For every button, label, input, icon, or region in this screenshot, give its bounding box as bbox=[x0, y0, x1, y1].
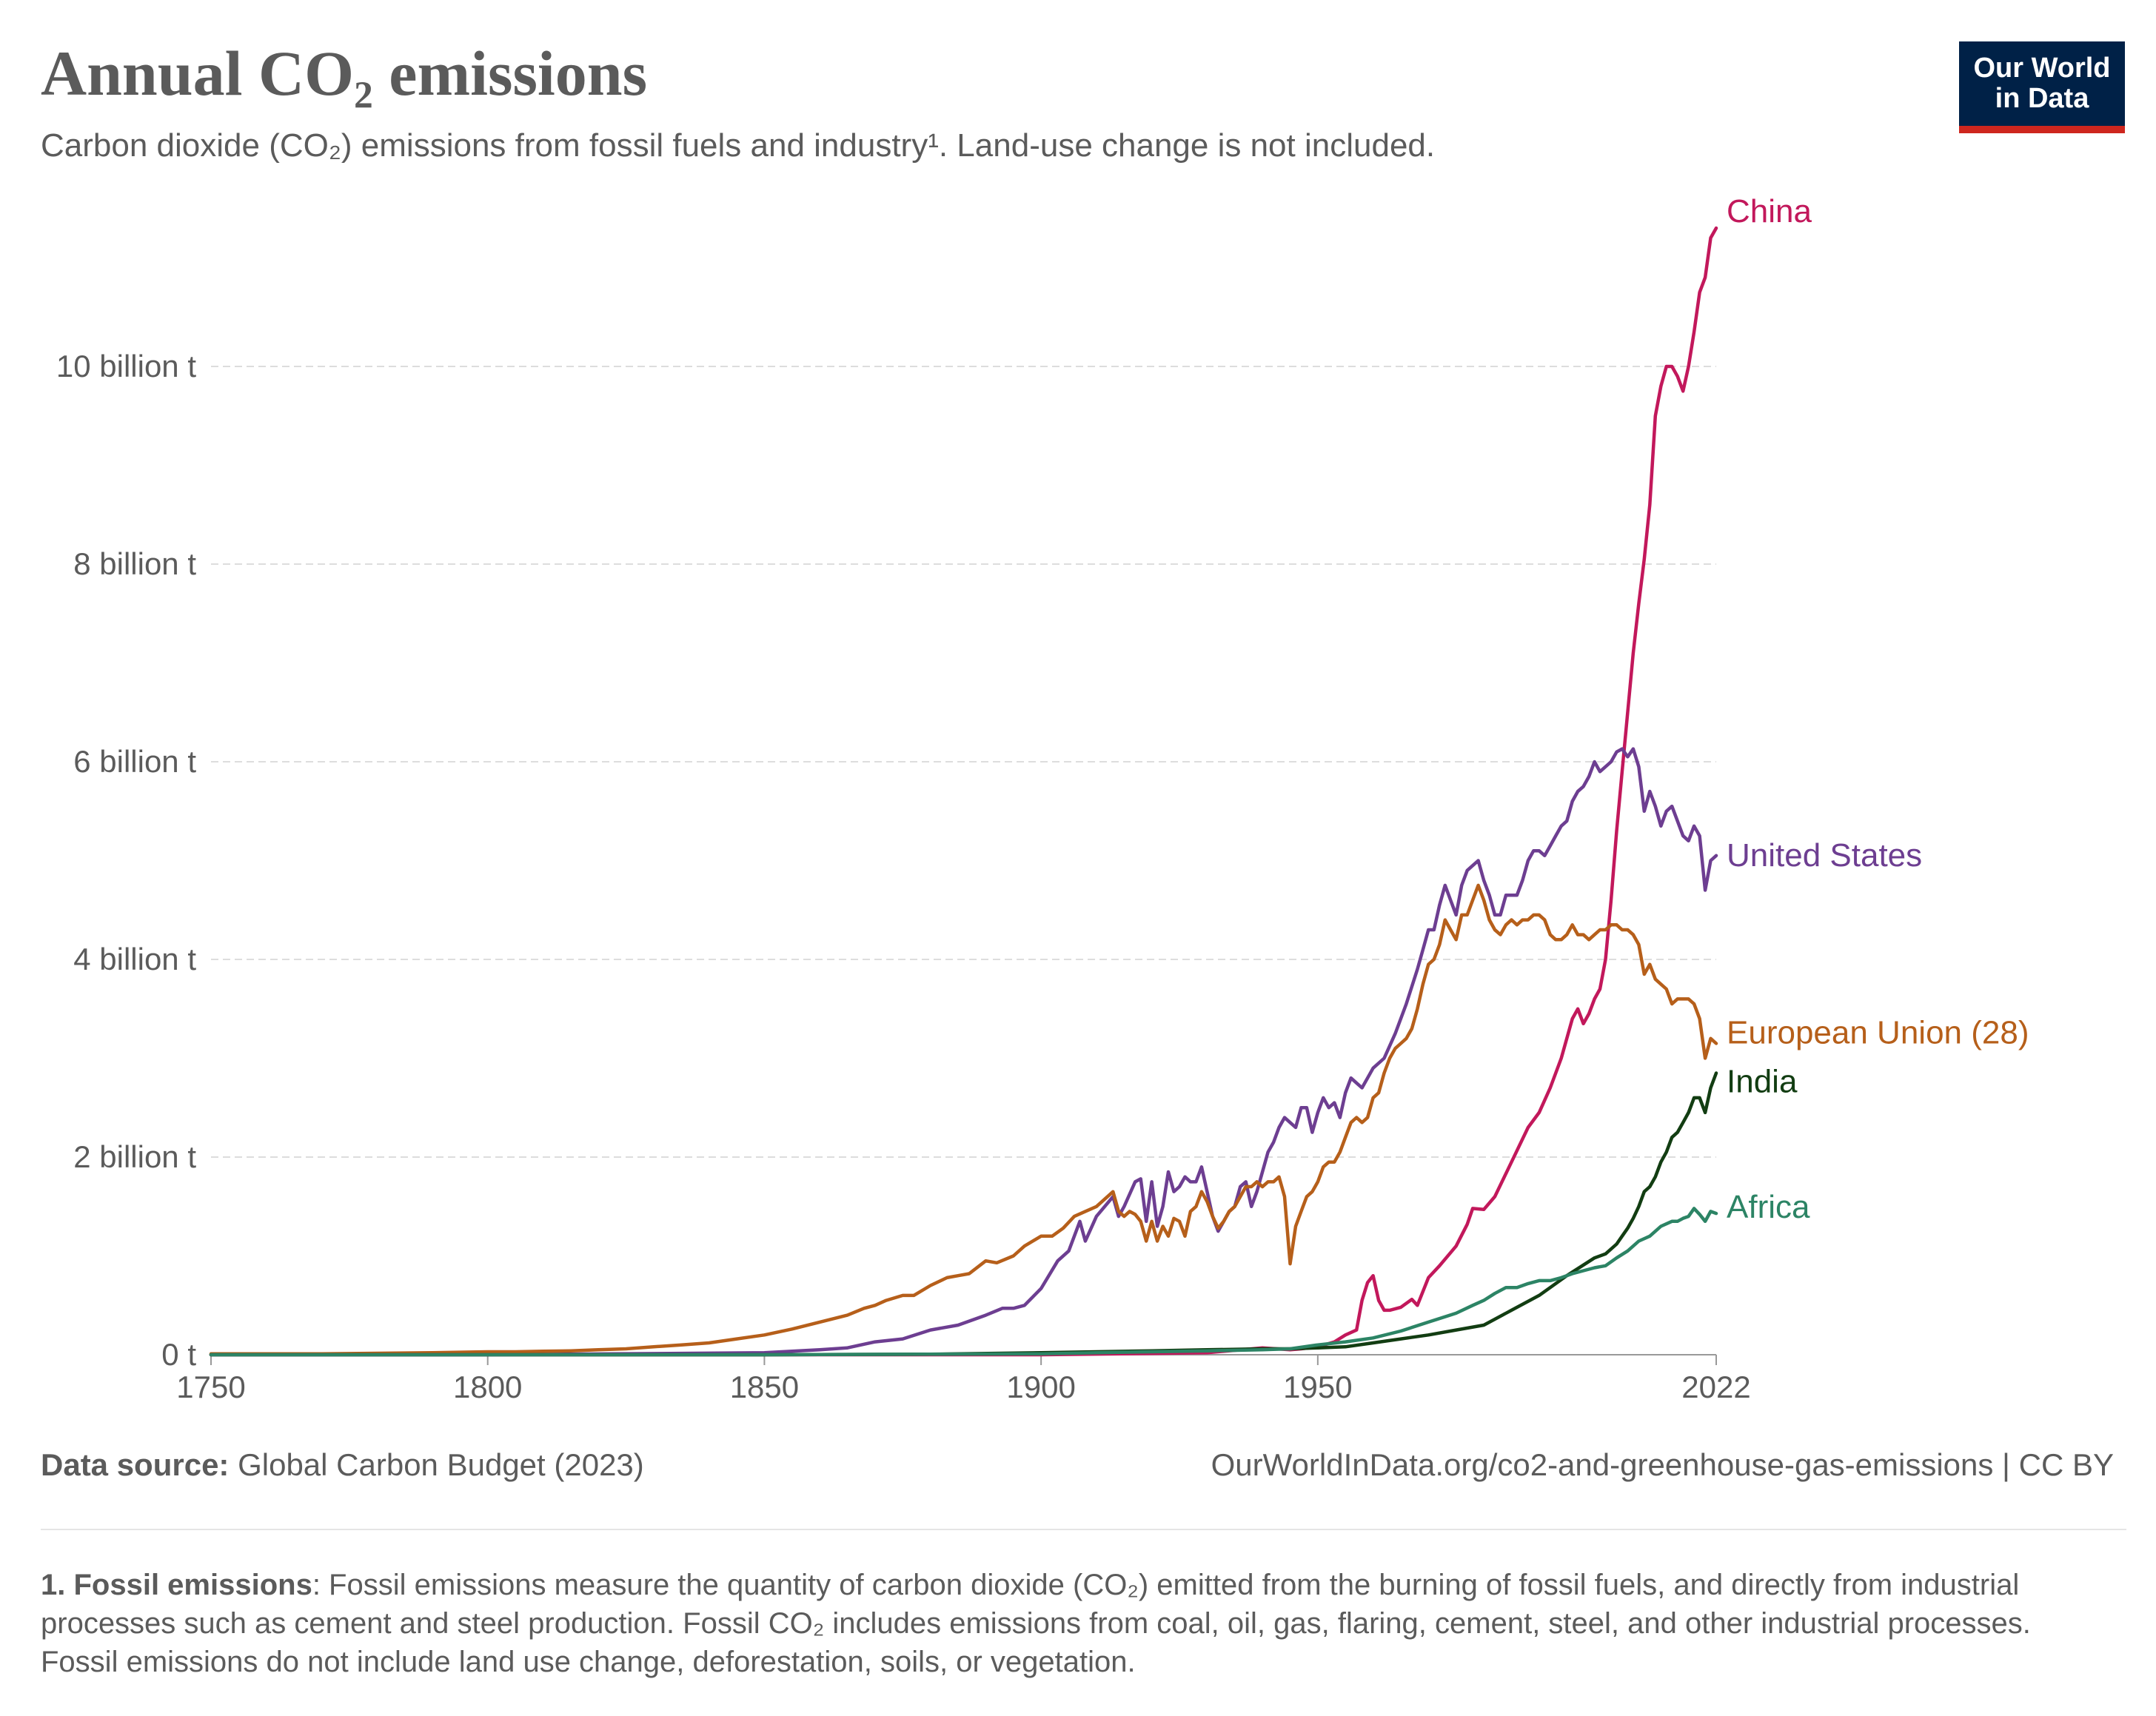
series-line-india[interactable] bbox=[209, 1071, 1718, 1357]
footnote-text: : Fossil emissions measure the quantity … bbox=[41, 1569, 2031, 1678]
x-tick-label: 1850 bbox=[730, 1370, 799, 1404]
axes: 0 t 2 billion t 4 billion t 6 billion t 8 bi… bbox=[56, 349, 1751, 1404]
logo-line-2: in Data bbox=[1995, 83, 2089, 114]
y-tick-label: 8 billion t bbox=[73, 546, 196, 581]
gridlines bbox=[211, 366, 1716, 1158]
x-tick-label: 1800 bbox=[453, 1370, 522, 1404]
series-label-india[interactable]: India bbox=[1727, 1064, 1798, 1100]
x-tick-label: 1900 bbox=[1006, 1370, 1075, 1404]
y-tick-label: 0 t bbox=[161, 1337, 196, 1372]
footnote: 1. Fossil emissions: Fossil emissions me… bbox=[41, 1566, 2084, 1681]
series-line-united-states[interactable] bbox=[209, 747, 1718, 1357]
line-chart: 0 t 2 billion t 4 billion t 6 billion t 8 bi… bbox=[56, 193, 2029, 1404]
data-source: Data source: Global Carbon Budget (2023) bbox=[41, 1447, 644, 1483]
data-source-text: Global Carbon Budget (2023) bbox=[229, 1447, 644, 1482]
y-tick-label: 10 billion t bbox=[56, 349, 196, 383]
series-label-european-union[interactable]: European Union (28) bbox=[1727, 1014, 2029, 1050]
footnote-label: 1. Fossil emissions bbox=[41, 1569, 312, 1601]
y-tick-label: 2 billion t bbox=[73, 1139, 196, 1174]
series-line-european-union[interactable] bbox=[209, 883, 1718, 1355]
y-tick-label: 4 billion t bbox=[73, 942, 196, 976]
series-line-africa[interactable] bbox=[209, 1207, 1718, 1357]
x-tick-label: 2022 bbox=[1681, 1370, 1750, 1404]
chart-subtitle: Carbon dioxide (CO₂) emissions from foss… bbox=[41, 127, 1436, 164]
series-label-china[interactable]: China bbox=[1727, 193, 1812, 229]
y-tick-label: 6 billion t bbox=[73, 744, 196, 779]
series-labels: China United States European Union (28) Ind… bbox=[1727, 193, 2029, 1225]
footer-divider bbox=[41, 1529, 2126, 1530]
logo-line-1: Our World bbox=[1973, 52, 2111, 84]
series-label-united-states[interactable]: United States bbox=[1727, 837, 1922, 874]
series-line-china[interactable] bbox=[209, 226, 1718, 1357]
owid-logo[interactable]: Our World in Data bbox=[1959, 41, 2125, 133]
source-url-link[interactable]: OurWorldInData.org/co2-and-greenhouse-ga… bbox=[1211, 1447, 2114, 1482]
x-tick-label: 1950 bbox=[1283, 1370, 1352, 1404]
chart-title: Annual CO₂ emissions bbox=[41, 38, 648, 109]
x-tick-label: 1750 bbox=[176, 1370, 245, 1404]
data-source-label: Data source: bbox=[41, 1447, 230, 1482]
series-label-africa[interactable]: Africa bbox=[1727, 1189, 1810, 1225]
series-lines bbox=[209, 226, 1718, 1357]
